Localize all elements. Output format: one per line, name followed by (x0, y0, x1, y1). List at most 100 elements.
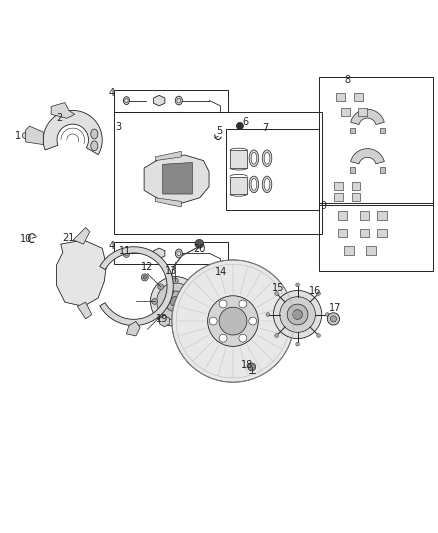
Circle shape (187, 313, 193, 319)
Polygon shape (127, 321, 140, 336)
Text: 15: 15 (272, 284, 284, 293)
Polygon shape (162, 163, 192, 194)
Bar (114, 111, 321, 234)
Bar (350, 128, 355, 133)
Circle shape (157, 283, 194, 320)
Circle shape (219, 307, 247, 335)
Polygon shape (25, 126, 43, 144)
Polygon shape (153, 248, 165, 259)
Circle shape (275, 334, 279, 337)
Circle shape (275, 292, 279, 295)
Text: 17: 17 (328, 303, 341, 313)
Polygon shape (159, 316, 170, 327)
Ellipse shape (262, 176, 272, 193)
Circle shape (273, 290, 322, 338)
Circle shape (237, 123, 244, 130)
Ellipse shape (249, 176, 259, 193)
Text: 8: 8 (345, 75, 351, 85)
Bar (377, 229, 387, 237)
Bar (334, 193, 343, 201)
Circle shape (143, 276, 147, 279)
Circle shape (148, 165, 155, 171)
Text: 12: 12 (141, 262, 153, 271)
Bar (334, 182, 343, 190)
Polygon shape (43, 110, 102, 155)
Circle shape (141, 274, 148, 281)
Circle shape (150, 277, 200, 326)
Circle shape (193, 298, 199, 304)
Polygon shape (78, 302, 92, 319)
Circle shape (152, 298, 158, 304)
Circle shape (239, 300, 247, 308)
Ellipse shape (264, 152, 270, 164)
Circle shape (93, 289, 99, 295)
Bar (350, 167, 355, 173)
Text: 21: 21 (62, 233, 74, 243)
Circle shape (170, 296, 180, 306)
Ellipse shape (91, 129, 98, 139)
Circle shape (317, 334, 321, 337)
Bar (338, 211, 347, 220)
Bar (380, 128, 385, 133)
Circle shape (64, 289, 70, 295)
Polygon shape (144, 155, 209, 203)
Circle shape (165, 291, 186, 312)
Bar (338, 229, 347, 237)
Bar (226, 129, 319, 210)
Circle shape (325, 313, 329, 317)
Ellipse shape (124, 96, 130, 104)
Bar (230, 150, 247, 168)
Bar (341, 108, 350, 116)
Text: 11: 11 (119, 246, 131, 256)
Text: 4: 4 (109, 88, 115, 98)
Text: 7: 7 (262, 123, 268, 133)
Polygon shape (153, 95, 165, 106)
Ellipse shape (264, 179, 270, 190)
Circle shape (219, 334, 227, 342)
Text: 18: 18 (241, 360, 254, 370)
Bar (319, 203, 433, 271)
Polygon shape (73, 228, 90, 244)
Circle shape (330, 316, 336, 322)
Bar (230, 176, 247, 194)
Text: 2: 2 (57, 113, 63, 123)
Circle shape (280, 297, 315, 333)
Circle shape (158, 284, 163, 289)
Circle shape (172, 260, 294, 382)
Circle shape (158, 313, 163, 319)
Circle shape (195, 239, 204, 248)
Bar (336, 93, 345, 101)
Text: 3: 3 (116, 122, 122, 132)
Circle shape (248, 363, 256, 371)
Ellipse shape (251, 152, 257, 164)
Circle shape (71, 265, 92, 286)
Bar (344, 246, 354, 255)
Polygon shape (350, 149, 384, 164)
Polygon shape (100, 247, 173, 326)
Bar (319, 77, 433, 205)
Text: 4: 4 (109, 241, 115, 251)
Ellipse shape (91, 141, 98, 151)
Polygon shape (57, 240, 106, 306)
Text: 6: 6 (242, 117, 248, 127)
Circle shape (293, 310, 302, 319)
Circle shape (187, 284, 193, 289)
Circle shape (173, 319, 178, 325)
Circle shape (93, 256, 99, 262)
Circle shape (64, 256, 70, 262)
Circle shape (249, 317, 257, 325)
Ellipse shape (251, 179, 257, 190)
Text: 20: 20 (193, 244, 205, 254)
Bar (352, 182, 360, 190)
Circle shape (317, 292, 321, 295)
Circle shape (219, 300, 227, 308)
Ellipse shape (175, 96, 182, 105)
Circle shape (327, 313, 339, 325)
Bar (380, 167, 385, 173)
Circle shape (161, 318, 167, 324)
Bar (360, 211, 369, 220)
Ellipse shape (249, 150, 259, 166)
Polygon shape (155, 151, 181, 160)
Circle shape (208, 296, 258, 346)
Text: 19: 19 (156, 314, 168, 324)
